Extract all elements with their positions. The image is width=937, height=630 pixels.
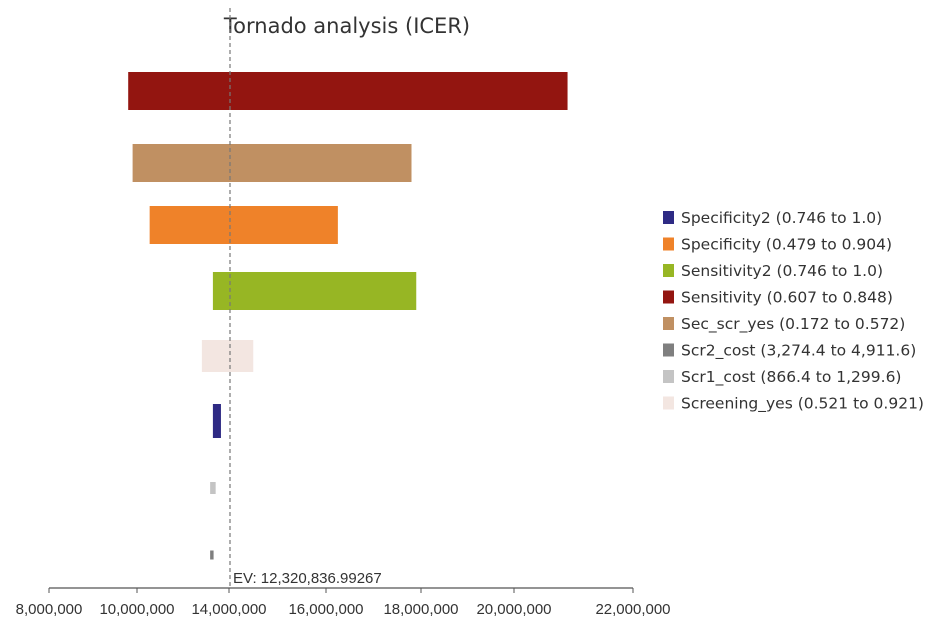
x-axis-ticks: 8,000,000 10,000,000 14,000,000 16,000,000 1…	[16, 588, 671, 618]
x-tick-label: 10,000,000	[99, 601, 174, 618]
legend-swatch	[663, 290, 674, 304]
legend-swatch	[663, 343, 674, 357]
legend-label: Specificity (0.479 to 0.904)	[681, 236, 892, 254]
legend-swatch	[663, 264, 674, 277]
bar-specificity2	[212, 404, 221, 438]
bar-sensitivity2	[212, 272, 417, 310]
x-tick-label: 14,000,000	[191, 601, 266, 618]
bars-group	[128, 72, 568, 560]
x-tick-label: 16,000,000	[288, 601, 363, 618]
legend-label: Scr1_cost (866.4 to 1,299.6)	[681, 368, 901, 387]
legend-label: Sensitivity (0.607 to 0.848)	[681, 289, 893, 307]
legend-swatch	[663, 211, 674, 224]
bar-screening-yes	[201, 340, 254, 372]
legend-label: Sec_scr_yes (0.172 to 0.572)	[681, 315, 905, 334]
legend-swatch	[663, 317, 674, 330]
x-tick-label: 22,000,000	[595, 601, 670, 618]
legend-label: Scr2_cost (3,274.4 to 4,911.6)	[681, 342, 916, 361]
bar-sensitivity	[128, 72, 568, 110]
legend-swatch	[663, 396, 674, 410]
x-tick-label: 18,000,000	[383, 601, 458, 618]
ev-label: EV: 12,320,836.99267	[233, 570, 382, 587]
bar-specificity	[149, 206, 338, 244]
legend-label: Sensitivity2 (0.746 to 1.0)	[681, 262, 883, 280]
x-tick-label: 20,000,000	[476, 601, 551, 618]
legend-label: Screening_yes (0.521 to 0.921)	[681, 395, 924, 414]
chart-title: Tornado analysis (ICER)	[223, 14, 470, 38]
legend-swatch	[663, 370, 674, 383]
legend: Specificity2 (0.746 to 1.0) Specificity (…	[663, 209, 924, 414]
bar-scr1-cost	[210, 482, 216, 494]
bar-sec-scr-yes	[132, 144, 412, 182]
legend-swatch	[663, 237, 674, 251]
x-tick-label: 8,000,000	[16, 601, 83, 618]
legend-label: Specificity2 (0.746 to 1.0)	[681, 209, 882, 227]
bar-scr2-cost	[210, 550, 214, 560]
